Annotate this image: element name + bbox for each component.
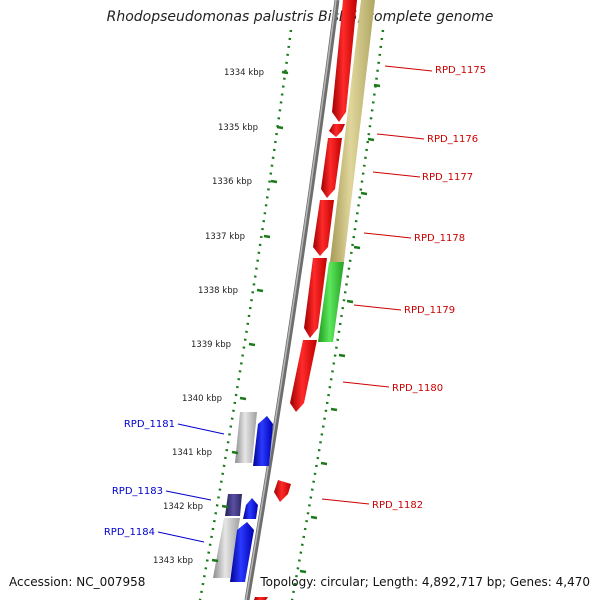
gene-rpd-1179-shape — [318, 262, 344, 342]
gene-rpd-1179b-shape — [304, 258, 327, 338]
gene-rpd-1177-shape — [321, 138, 342, 198]
ruler-dash — [310, 515, 318, 520]
scale-tick-label: 1341 kbp — [172, 448, 212, 458]
gene-label-leader — [342, 381, 390, 388]
gene-label-leader — [165, 490, 212, 501]
scale-tick-label: 1343 kbp — [153, 556, 193, 566]
ruler-dash — [320, 461, 328, 466]
genome-title: Rhodopseudomonas palustris BisB5, comple… — [106, 9, 494, 25]
gene-label-rpd-1179[interactable]: RPD_1179 — [404, 305, 455, 316]
scale-tick-mark — [211, 558, 219, 563]
feature-track-tan — [330, 0, 375, 262]
scale-tick-label: 1334 kbp — [224, 68, 264, 78]
gene-next-shape — [254, 597, 268, 600]
gene-label-leader — [384, 65, 433, 72]
gene-rpd-1176-shape — [329, 124, 345, 137]
scale-tick-mark — [248, 342, 256, 347]
scale-tick-label: 1335 kbp — [218, 123, 258, 133]
scale-tick-label: 1337 kbp — [205, 232, 245, 242]
scale-tick-mark — [239, 396, 247, 401]
scale-tick-mark — [281, 70, 289, 75]
scale-tick-label: 1340 kbp — [182, 394, 222, 404]
accession-label: Accession: NC_007958 — [9, 575, 146, 589]
ruler-dash — [346, 299, 354, 304]
gene-label-leader — [372, 171, 421, 178]
gene-label-leader — [376, 133, 425, 140]
gene-rpd-1181-shape — [253, 416, 273, 466]
ruler-dash — [338, 353, 346, 358]
gene-label-leader — [363, 232, 412, 239]
ruler-dash — [330, 407, 338, 412]
gene-label-leader — [353, 304, 402, 311]
ruler-dash — [360, 191, 368, 196]
feature-gray-2 — [213, 518, 240, 578]
scale-tick-label: 1338 kbp — [198, 286, 238, 296]
scale-tick-label: 1339 kbp — [191, 340, 231, 350]
gene-label-rpd-1183[interactable]: RPD_1183 — [112, 486, 163, 497]
scale-tick-mark — [263, 234, 271, 239]
gene-rpd-1180-shape — [290, 340, 317, 412]
scale-tick-mark — [221, 504, 229, 509]
gene-label-rpd-1176[interactable]: RPD_1176 — [427, 134, 478, 145]
gene-label-rpd-1184[interactable]: RPD_1184 — [104, 527, 155, 538]
genome-backbone-highlight — [245, 0, 337, 600]
gene-rpd-1175-shape — [332, 0, 357, 122]
gene-label-rpd-1181[interactable]: RPD_1181 — [124, 419, 175, 430]
left-dotted-ruler — [198, 29, 293, 600]
gene-rpd-1182-shape — [274, 480, 291, 502]
ruler-dash — [299, 569, 307, 574]
feature-navy-rpd-1183 — [225, 494, 242, 516]
gene-label-rpd-1175[interactable]: RPD_1175 — [435, 65, 486, 76]
scale-tick-mark — [256, 288, 264, 293]
genome-backbone — [244, 0, 340, 600]
topology-label: Topology: circular; Length: 4,892,717 bp… — [260, 575, 590, 589]
gene-rpd-1183-shape — [243, 498, 258, 519]
scale-tick-mark — [276, 125, 284, 130]
scale-tick-label: 1336 kbp — [212, 177, 252, 187]
scale-tick-mark — [231, 450, 239, 455]
gene-labels: RPD_1175 RPD_1176 RPD_1177 RPD_1178 RPD_1179… — [104, 65, 486, 543]
gene-label-leader — [157, 531, 205, 543]
ruler-dash — [367, 137, 375, 142]
gene-label-rpd-1180[interactable]: RPD_1180 — [392, 383, 443, 394]
gene-label-rpd-1178[interactable]: RPD_1178 — [414, 233, 465, 244]
feature-gray-1 — [235, 412, 257, 463]
gene-label-rpd-1177[interactable]: RPD_1177 — [422, 172, 473, 183]
gene-label-leader — [321, 498, 370, 505]
gene-label-rpd-1182[interactable]: RPD_1182 — [372, 500, 423, 511]
scale-tick-label: 1342 kbp — [163, 502, 203, 512]
ruler-dash — [373, 83, 381, 88]
gene-label-leader — [177, 423, 225, 435]
gene-rpd-1178-shape — [313, 200, 334, 256]
scale-ticks: 1334 kbp 1335 kbp 1336 kbp 1337 kbp 1338 kbp… — [153, 68, 289, 566]
right-dotted-ruler — [290, 29, 385, 600]
right-ruler-dashes — [299, 83, 381, 574]
gene-rpd-1184-shape — [230, 522, 254, 582]
ruler-dash — [353, 245, 361, 250]
scale-tick-mark — [270, 179, 278, 184]
